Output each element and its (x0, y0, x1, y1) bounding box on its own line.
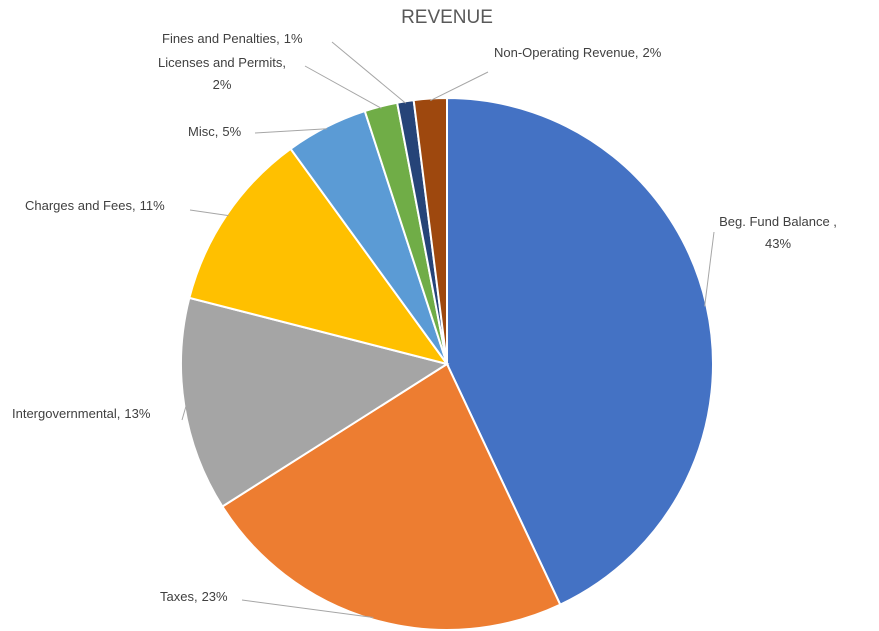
data-label: Licenses and Permits, 2% (158, 55, 286, 92)
value-label: 43% (765, 236, 791, 251)
value-label: 23% (202, 589, 228, 604)
data-label: Beg. Fund Balance , 43% (719, 214, 837, 251)
value-label: 2% (643, 45, 662, 60)
value-label: 11% (140, 198, 165, 213)
category-label: Fines and Penalties, (162, 31, 280, 46)
leader-line (304, 65, 382, 109)
data-label: Taxes, 23% (160, 589, 228, 604)
category-label: Charges and Fees, (25, 198, 136, 213)
category-label: Misc, (188, 124, 218, 139)
leader-line (254, 128, 328, 134)
pie-slice (446, 96, 714, 607)
pie-slice (221, 362, 562, 631)
category-label: Taxes, (160, 589, 198, 604)
pie-slice (188, 147, 450, 366)
leader-line (430, 71, 489, 101)
value-label: 2% (213, 77, 232, 92)
value-label: 5% (222, 124, 241, 139)
category-label: Non-Operating Revenue, (494, 45, 639, 60)
data-label: Fines and Penalties, 1% (162, 31, 303, 46)
chart-title: REVENUE (401, 7, 493, 28)
data-label: Intergovernmental, 13% (12, 406, 151, 421)
value-label: 1% (284, 31, 303, 46)
pie-slice (180, 296, 450, 508)
category-label: Beg. Fund Balance , (719, 214, 837, 229)
data-label: Charges and Fees, 11% (25, 198, 165, 213)
pie-slice (412, 96, 448, 365)
category-label: Licenses and Permits, (158, 55, 286, 70)
leader-line (241, 599, 374, 619)
leader-line (181, 405, 187, 421)
data-label: Non-Operating Revenue, 2% (494, 45, 662, 60)
leader-line (331, 41, 407, 104)
category-label: Intergovernmental, (12, 406, 120, 421)
leader-line (189, 209, 229, 217)
data-label: Misc, 5% (188, 124, 242, 139)
leader-line (704, 231, 715, 307)
value-label: 13% (124, 406, 150, 421)
